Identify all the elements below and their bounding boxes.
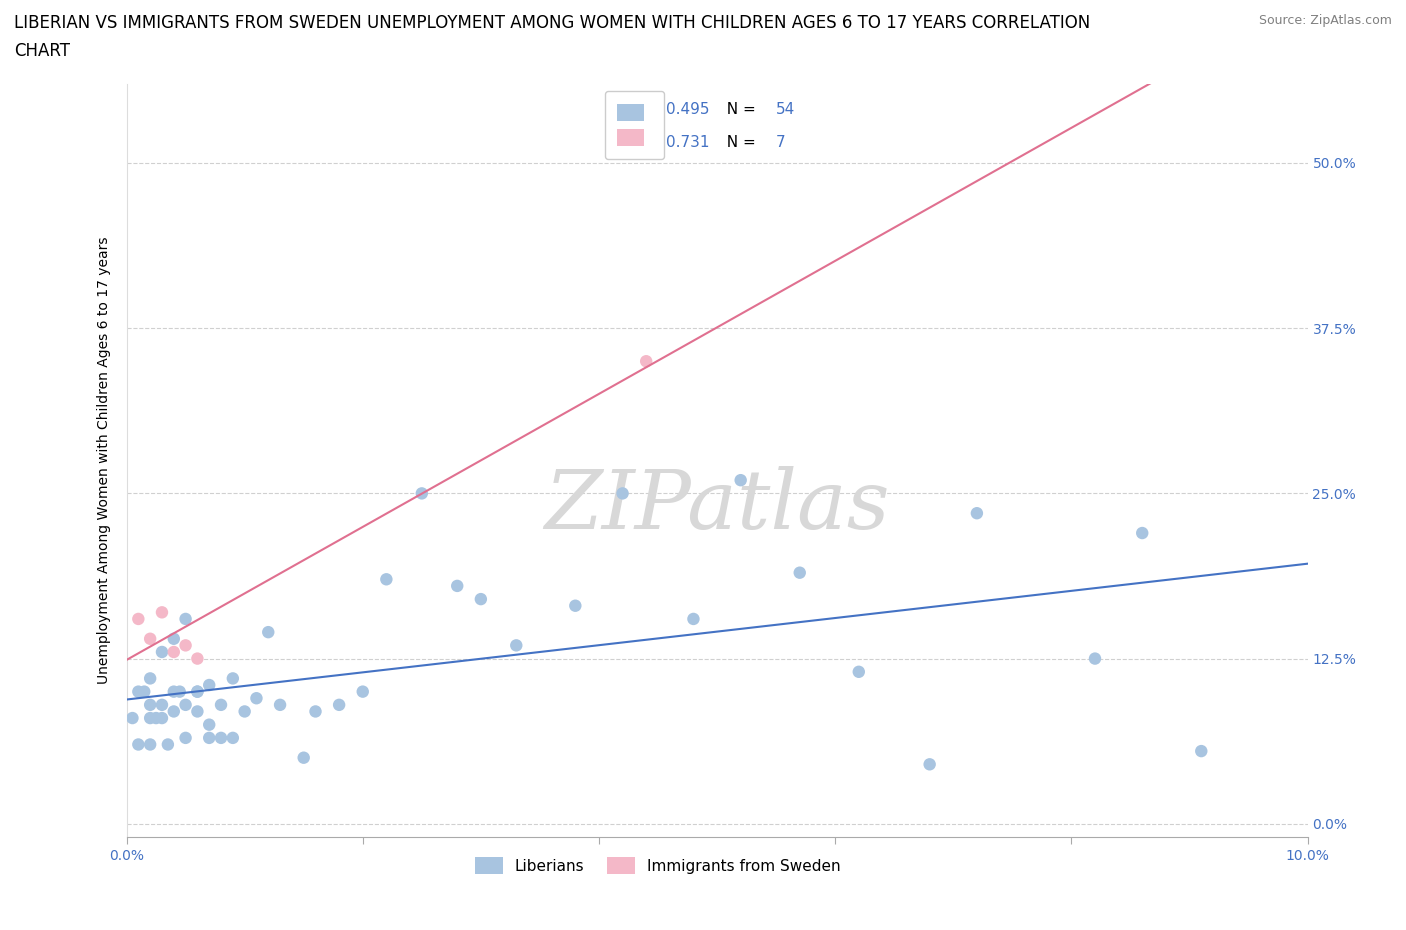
Text: 0.731: 0.731 <box>666 135 710 151</box>
Point <box>186 651 208 666</box>
Point <box>174 612 197 627</box>
Point <box>127 737 149 752</box>
Point <box>1189 744 1212 759</box>
Text: R =: R = <box>616 135 650 151</box>
Point <box>209 698 232 712</box>
Point <box>174 638 197 653</box>
Point <box>1130 525 1153 540</box>
Point <box>730 472 752 487</box>
Point <box>222 730 245 745</box>
Point <box>150 644 173 659</box>
Point <box>150 711 173 725</box>
Point <box>612 486 634 501</box>
Point <box>209 730 232 745</box>
Point <box>163 704 186 719</box>
Point <box>1084 651 1107 666</box>
Point <box>169 684 191 699</box>
Point <box>163 631 186 646</box>
Point <box>186 684 208 699</box>
Point <box>186 704 208 719</box>
Point <box>198 730 221 745</box>
Point <box>127 612 149 627</box>
Point <box>174 730 197 745</box>
Text: 54: 54 <box>776 102 794 117</box>
Point <box>848 664 870 679</box>
Text: ZIPatlas: ZIPatlas <box>544 466 890 546</box>
Point <box>269 698 291 712</box>
Point <box>292 751 315 765</box>
Point <box>352 684 374 699</box>
Point <box>966 506 988 521</box>
Point <box>304 704 326 719</box>
Y-axis label: Unemployment Among Women with Children Ages 6 to 17 years: Unemployment Among Women with Children A… <box>97 236 111 684</box>
Point <box>505 638 527 653</box>
Point <box>134 684 156 699</box>
Point <box>139 711 162 725</box>
Point <box>918 757 941 772</box>
Point <box>139 671 162 685</box>
Point <box>375 572 398 587</box>
Point <box>156 737 179 752</box>
Text: 7: 7 <box>776 135 786 151</box>
Text: CHART: CHART <box>14 42 70 60</box>
Point <box>222 671 245 685</box>
Point <box>174 698 197 712</box>
Point <box>198 717 221 732</box>
Point <box>139 737 162 752</box>
Point <box>257 625 280 640</box>
Point <box>150 698 173 712</box>
Point <box>121 711 143 725</box>
Point <box>245 691 267 706</box>
Text: LIBERIAN VS IMMIGRANTS FROM SWEDEN UNEMPLOYMENT AMONG WOMEN WITH CHILDREN AGES 6: LIBERIAN VS IMMIGRANTS FROM SWEDEN UNEMP… <box>14 14 1090 32</box>
Point <box>446 578 468 593</box>
Text: N =: N = <box>717 102 761 117</box>
Point <box>470 591 492 606</box>
Point <box>198 678 221 693</box>
Point <box>233 704 256 719</box>
Point <box>564 598 586 613</box>
Legend: Liberians, Immigrants from Sweden: Liberians, Immigrants from Sweden <box>468 849 848 882</box>
Point <box>163 644 186 659</box>
Text: R =: R = <box>616 102 650 117</box>
Point <box>789 565 811 580</box>
Text: N =: N = <box>717 135 765 151</box>
Point <box>145 711 167 725</box>
Text: 0.495: 0.495 <box>666 102 710 117</box>
Point <box>150 604 173 619</box>
Point <box>636 353 658 368</box>
Text: Source: ZipAtlas.com: Source: ZipAtlas.com <box>1258 14 1392 27</box>
Point <box>186 684 208 699</box>
Point <box>139 631 162 646</box>
Point <box>328 698 350 712</box>
Point <box>163 684 186 699</box>
Point <box>682 612 704 627</box>
Point <box>411 486 433 501</box>
Point <box>127 684 149 699</box>
Point <box>139 698 162 712</box>
